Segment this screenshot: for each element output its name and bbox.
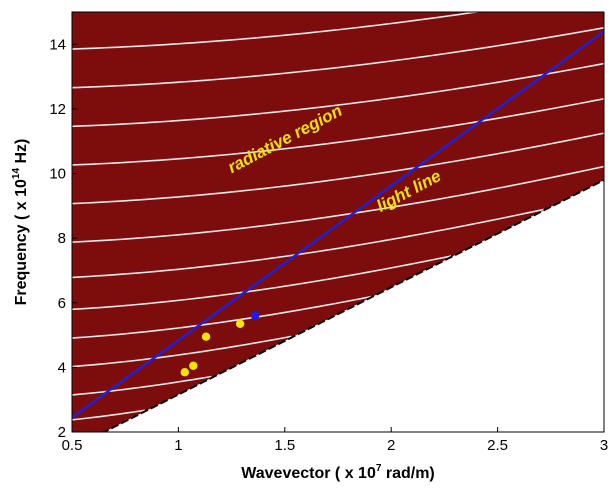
x-axis-label-suffix: rad/m)	[381, 465, 434, 482]
diagonal-line-5	[0, 0, 610, 12]
y-axis-label-prefix: Frequency ( x 10	[13, 179, 30, 305]
y-axis-label-suffix: Hz)	[13, 139, 30, 168]
diagonal-line-3	[400, 12, 402, 13]
lower-boundary-line	[101, 179, 604, 432]
band-curve-1	[72, 375, 212, 396]
diagonal-line-4	[506, 12, 509, 13]
band-curve-2	[72, 335, 292, 368]
x-tick-label-2: 1.5	[274, 437, 295, 454]
y-tick-label-6: 14	[49, 36, 66, 53]
diagonal-line-7	[0, 0, 610, 12]
y-tick-label-4: 10	[49, 166, 66, 183]
y-tick-label-0: 2	[58, 424, 66, 441]
diagonal-line-1	[187, 12, 190, 13]
x-tick-label-3: 2	[387, 437, 395, 454]
x-tick-label-4: 2.5	[487, 437, 508, 454]
band-curve-3	[72, 295, 372, 339]
yellow-data-point-1	[189, 361, 198, 370]
band-curve-8	[72, 97, 604, 166]
band-curve-5	[72, 208, 545, 279]
y-tick-label-2: 6	[58, 295, 66, 312]
radiative-region-fill	[72, 12, 604, 432]
band-curve-0	[72, 409, 146, 421]
x-tick-label-5: 3	[600, 437, 608, 454]
diagonal-line-0	[81, 12, 83, 13]
band-curve-7	[72, 132, 604, 205]
yellow-data-point-2	[201, 332, 211, 341]
diagonal-line-6	[0, 0, 610, 12]
band-curve-11	[72, 12, 482, 50]
x-axis-label-exponent: 7	[376, 463, 382, 474]
x-tick-label-0: 0.5	[62, 437, 83, 454]
band-curve-6	[72, 165, 604, 243]
y-tick-label-3: 8	[58, 230, 66, 247]
plot-frame	[71, 11, 605, 433]
band-curve-4	[72, 255, 452, 311]
band-curve-9	[72, 62, 604, 128]
light-line	[72, 30, 604, 419]
yellow-data-point-3	[235, 319, 245, 328]
x-tick-label-1: 1	[174, 437, 182, 454]
blue-data-point-4	[250, 311, 260, 320]
y-tick-label-1: 4	[58, 359, 66, 376]
y-tick-label-5: 12	[49, 101, 66, 118]
y-axis-label: Frequency ( x 1014 Hz)	[11, 139, 30, 306]
x-axis-label-prefix: Wavevector ( x 10	[241, 465, 376, 482]
band-curve-10	[72, 26, 604, 89]
y-axis-label-exponent: 14	[11, 168, 22, 180]
diagonal-line-2	[293, 12, 296, 13]
yellow-data-point-0	[180, 368, 189, 377]
x-axis-label: Wavevector ( x 107 rad/m)	[241, 463, 435, 482]
